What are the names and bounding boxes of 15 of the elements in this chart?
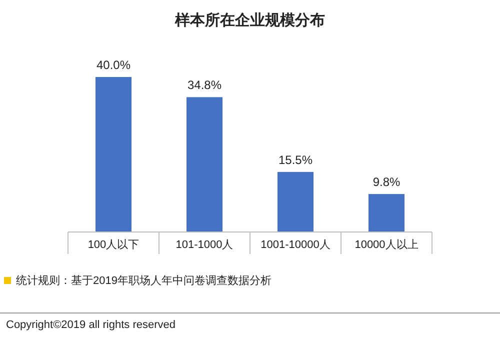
data-label: 34.8%: [187, 78, 222, 92]
x-tick-label: 10000人以上: [354, 238, 418, 251]
text: Copyright©2019 all rights reserved: [6, 319, 176, 331]
data-label: 40.0%: [96, 58, 131, 72]
bar: [368, 194, 404, 232]
x-tick-label: 100人以下: [88, 238, 140, 251]
chart-title: 样本所在企业规模分布: [174, 12, 325, 29]
bar: [278, 172, 314, 232]
x-tick-label: 101-1000人: [176, 239, 234, 251]
text: 统计规则：基于2019年职场人年中问卷调查数据分析: [16, 274, 272, 287]
data-label: 15.5%: [278, 152, 313, 167]
bar: [186, 97, 222, 232]
data-label: 9.8%: [372, 175, 400, 190]
x-tick-label: 1001-10000人: [260, 239, 330, 251]
bar: [96, 77, 132, 232]
